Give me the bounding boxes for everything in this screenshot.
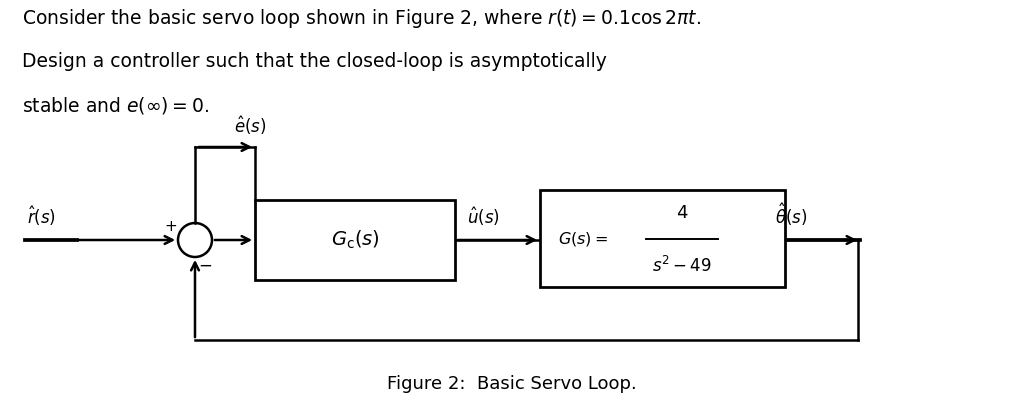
Text: $G(s){=}$: $G(s){=}$: [558, 229, 608, 248]
Text: $G_{\mathrm{c}}(s)$: $G_{\mathrm{c}}(s)$: [331, 229, 380, 251]
Bar: [540, 190, 785, 287]
Text: $s^2 - 49$: $s^2 - 49$: [652, 255, 712, 276]
Text: stable and $e(\infty) = 0$.: stable and $e(\infty) = 0$.: [22, 95, 209, 116]
Text: $4$: $4$: [676, 204, 688, 222]
Text: $-$: $-$: [198, 256, 212, 274]
Text: $\hat{e}(s)$: $\hat{e}(s)$: [233, 115, 266, 137]
Text: Figure 2:  Basic Servo Loop.: Figure 2: Basic Servo Loop.: [387, 375, 637, 393]
Text: $\hat{\theta}(s)$: $\hat{\theta}(s)$: [775, 201, 807, 228]
Text: $\hat{r}(s)$: $\hat{r}(s)$: [27, 204, 56, 228]
Text: $\hat{u}(s)$: $\hat{u}(s)$: [467, 206, 500, 228]
Text: Consider the basic servo loop shown in Figure 2, where $r(t) = 0.1\cos 2\pi t$.: Consider the basic servo loop shown in F…: [22, 7, 701, 30]
Bar: [255, 200, 455, 280]
Text: Design a controller such that the closed-loop is asymptotically: Design a controller such that the closed…: [22, 52, 607, 71]
Text: $+$: $+$: [164, 219, 177, 234]
